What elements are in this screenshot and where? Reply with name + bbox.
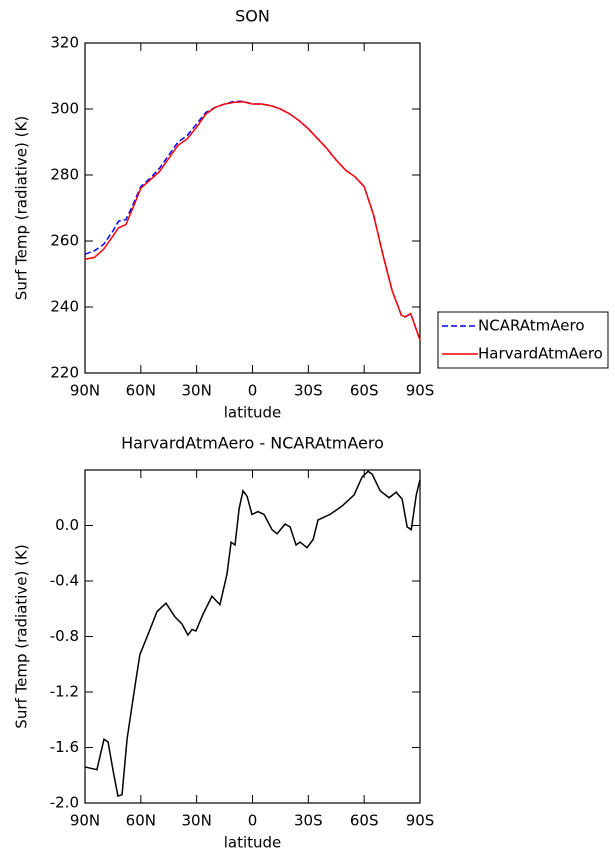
plot-frame bbox=[84, 42, 421, 374]
data-line bbox=[84, 100, 421, 341]
x-tick-label: 90N bbox=[70, 812, 100, 830]
legend-label: NCARAtmAero bbox=[478, 317, 585, 335]
y-tick-label: 300 bbox=[50, 100, 79, 118]
x-tick-label: 30N bbox=[182, 812, 212, 830]
y-tick-label: 320 bbox=[50, 34, 79, 52]
legend-label: HarvardAtmAero bbox=[478, 345, 603, 363]
x-tick-label: 60S bbox=[350, 812, 379, 830]
data-line bbox=[84, 470, 421, 798]
y-tick-label: 240 bbox=[50, 298, 79, 316]
chart-title: SON bbox=[235, 7, 270, 26]
legend-box bbox=[437, 311, 609, 369]
x-tick-label: 60N bbox=[126, 812, 156, 830]
y-tick-label: -1.2 bbox=[50, 683, 79, 701]
y-tick-label: -0.8 bbox=[50, 627, 79, 645]
chart-title: HarvardAtmAero - NCARAtmAero bbox=[121, 434, 384, 453]
y-tick-label: -0.4 bbox=[50, 572, 79, 590]
x-tick-label: 0 bbox=[248, 812, 258, 830]
y-axis-label: Surf Temp (radiative) (K) bbox=[13, 116, 31, 300]
x-tick-label: 90S bbox=[406, 812, 435, 830]
x-tick-label: 30S bbox=[294, 812, 323, 830]
x-axis-label: latitude bbox=[224, 404, 282, 422]
x-tick-label: 60S bbox=[350, 382, 379, 400]
x-tick-label: 0 bbox=[248, 382, 258, 400]
x-tick-label: 30S bbox=[294, 382, 323, 400]
plot-frame bbox=[84, 469, 421, 804]
y-tick-label: 0.0 bbox=[55, 516, 79, 534]
y-tick-label: 280 bbox=[50, 166, 79, 184]
x-tick-label: 90N bbox=[70, 382, 100, 400]
y-tick-label: -2.0 bbox=[50, 794, 79, 812]
x-axis-label: latitude bbox=[224, 834, 282, 852]
y-axis-label: Surf Temp (radiative) (K) bbox=[13, 544, 31, 728]
x-tick-label: 90S bbox=[406, 382, 435, 400]
x-tick-label: 60N bbox=[126, 382, 156, 400]
data-line bbox=[84, 100, 421, 341]
y-tick-label: 220 bbox=[50, 364, 79, 382]
x-tick-label: 30N bbox=[182, 382, 212, 400]
y-tick-label: -1.6 bbox=[50, 738, 79, 756]
y-tick-label: 260 bbox=[50, 232, 79, 250]
